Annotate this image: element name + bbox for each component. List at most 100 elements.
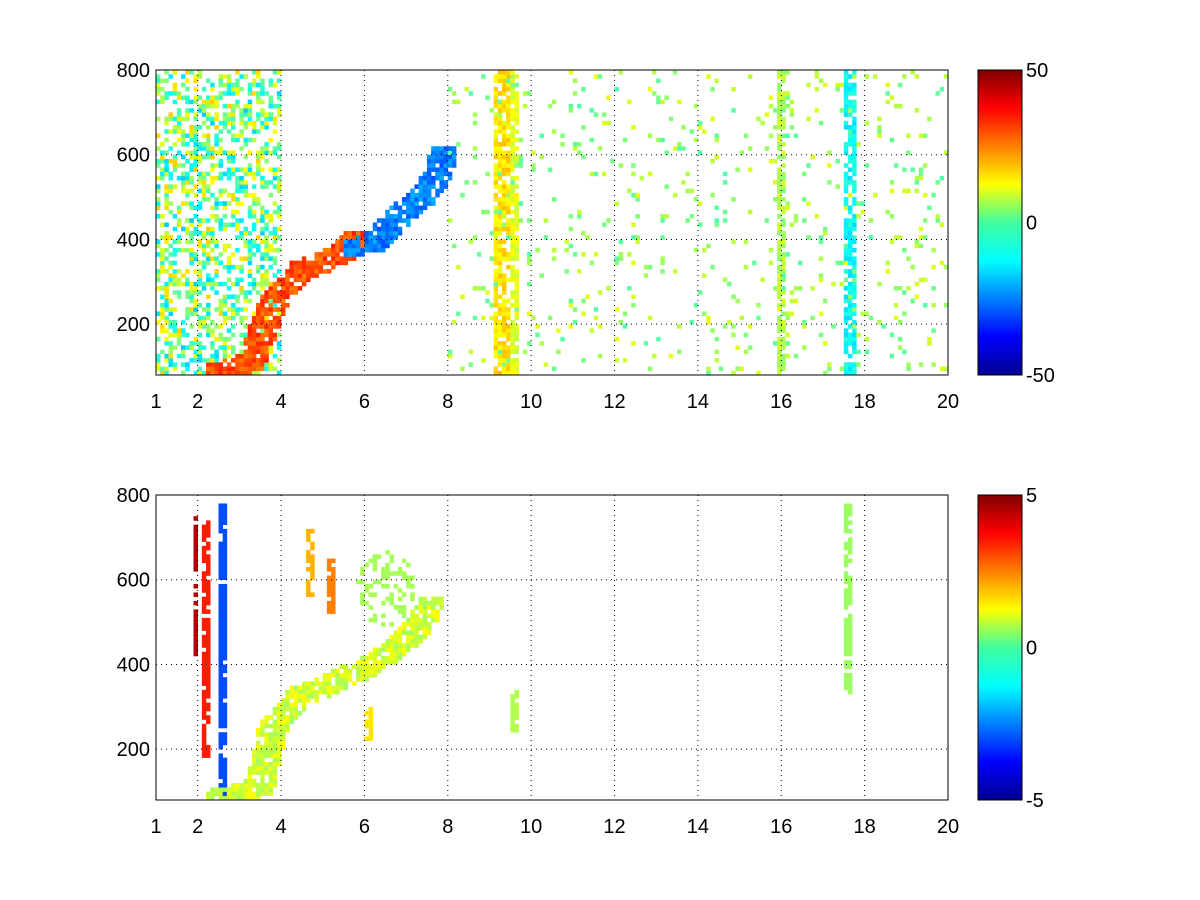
heatmap-cell: [806, 163, 811, 168]
heatmap-cell: [193, 592, 198, 597]
heatmap-cell: [493, 235, 499, 240]
heatmap-cell: [206, 622, 211, 627]
heatmap-cell: [343, 252, 349, 257]
heatmap-cell: [172, 273, 178, 278]
heatmap-cell: [843, 286, 849, 291]
heatmap-cell: [510, 332, 515, 338]
heatmap-cell: [218, 732, 223, 737]
heatmap-cell: [677, 99, 682, 105]
heatmap-cell: [247, 167, 253, 172]
heatmap-cell: [326, 605, 332, 610]
heatmap-cell: [206, 558, 211, 564]
heatmap-cell: [214, 125, 219, 130]
heatmap-cell: [226, 362, 232, 367]
heatmap-cell: [318, 685, 324, 691]
heatmap-cell: [243, 74, 249, 79]
heatmap-cell: [501, 286, 507, 291]
heatmap-cell: [193, 298, 198, 304]
heatmap-cell: [247, 247, 253, 253]
heatmap-cell: [414, 605, 419, 610]
heatmap-cell: [235, 99, 240, 105]
heatmap-cell: [843, 171, 849, 177]
heatmap-cell: [301, 273, 307, 278]
heatmap-cell: [439, 163, 444, 168]
heatmap-cell: [389, 558, 394, 564]
heatmap-cell: [497, 358, 503, 363]
heatmap-cell: [281, 719, 286, 725]
heatmap-cell: [164, 256, 169, 261]
heatmap-cell: [677, 324, 682, 329]
heatmap-cell: [251, 366, 257, 372]
heatmap-cell: [218, 660, 223, 665]
heatmap-cell: [239, 175, 244, 181]
heatmap-cell: [256, 197, 261, 202]
heatmap-cell: [385, 571, 390, 576]
heatmap-cell: [201, 740, 207, 746]
x-tick-label: 2: [192, 391, 203, 413]
heatmap-cell: [247, 366, 253, 372]
heatmap-cell: [631, 235, 636, 240]
heatmap-cell: [843, 660, 849, 665]
heatmap-cell: [214, 116, 219, 122]
heatmap-cell: [260, 281, 265, 287]
heatmap-cell: [210, 341, 215, 346]
heatmap-cell: [906, 188, 911, 194]
heatmap-cell: [218, 311, 223, 316]
heatmap-cell: [568, 243, 574, 249]
heatmap-cell: [276, 370, 282, 376]
heatmap-cell: [276, 175, 282, 181]
heatmap-cell: [218, 95, 223, 100]
heatmap-cell: [239, 307, 244, 312]
heatmap-cell: [168, 201, 173, 206]
heatmap-cell: [206, 150, 211, 156]
heatmap-cell: [281, 723, 286, 729]
heatmap-cell: [510, 723, 515, 729]
heatmap-cell: [652, 91, 657, 96]
heatmap-cell: [235, 82, 240, 88]
heatmap-cell: [239, 256, 244, 261]
heatmap-cell: [218, 163, 223, 168]
heatmap-cell: [514, 218, 519, 223]
heatmap-cell: [268, 78, 274, 84]
heatmap-cell: [201, 660, 207, 665]
heatmap-cell: [414, 214, 419, 219]
heatmap-cell: [781, 103, 786, 109]
heatmap-cell: [218, 719, 223, 725]
heatmap-cell: [222, 341, 228, 346]
heatmap-cell: [422, 192, 428, 198]
heatmap-cell: [226, 82, 232, 88]
heatmap-cell: [260, 362, 265, 367]
heatmap-cell: [847, 286, 853, 291]
heatmap-cell: [935, 214, 940, 219]
heatmap-cell: [731, 239, 736, 244]
heatmap-cell: [185, 230, 190, 236]
heatmap-cell: [218, 567, 223, 572]
heatmap-cell: [256, 269, 261, 274]
heatmap-cell: [943, 150, 949, 156]
heatmap-cell: [843, 545, 849, 551]
heatmap-cell: [156, 78, 161, 84]
heatmap-cell: [268, 778, 274, 784]
heatmap-cell: [627, 99, 632, 105]
heatmap-cell: [939, 86, 945, 92]
heatmap-cell: [847, 541, 853, 547]
heatmap-cell: [418, 639, 424, 644]
heatmap-cell: [293, 702, 299, 708]
heatmap-cell: [260, 311, 265, 316]
heatmap-cell: [272, 209, 278, 215]
heatmap-cell: [264, 252, 269, 257]
heatmap-cell: [201, 715, 207, 720]
heatmap-cell: [243, 239, 249, 244]
heatmap-cell: [289, 281, 294, 287]
heatmap-cell: [206, 600, 211, 606]
heatmap-cell: [222, 668, 228, 674]
heatmap-cell: [439, 150, 444, 156]
heatmap-cell: [218, 260, 223, 266]
heatmap-cell: [285, 727, 290, 733]
heatmap-cell: [289, 702, 294, 708]
heatmap-cell: [197, 218, 203, 223]
heatmap-cell: [181, 180, 186, 185]
heatmap-cell: [385, 583, 390, 589]
heatmap-cell: [322, 252, 328, 257]
